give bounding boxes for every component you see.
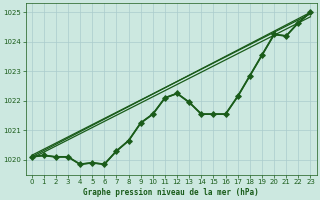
X-axis label: Graphe pression niveau de la mer (hPa): Graphe pression niveau de la mer (hPa) <box>83 188 259 197</box>
